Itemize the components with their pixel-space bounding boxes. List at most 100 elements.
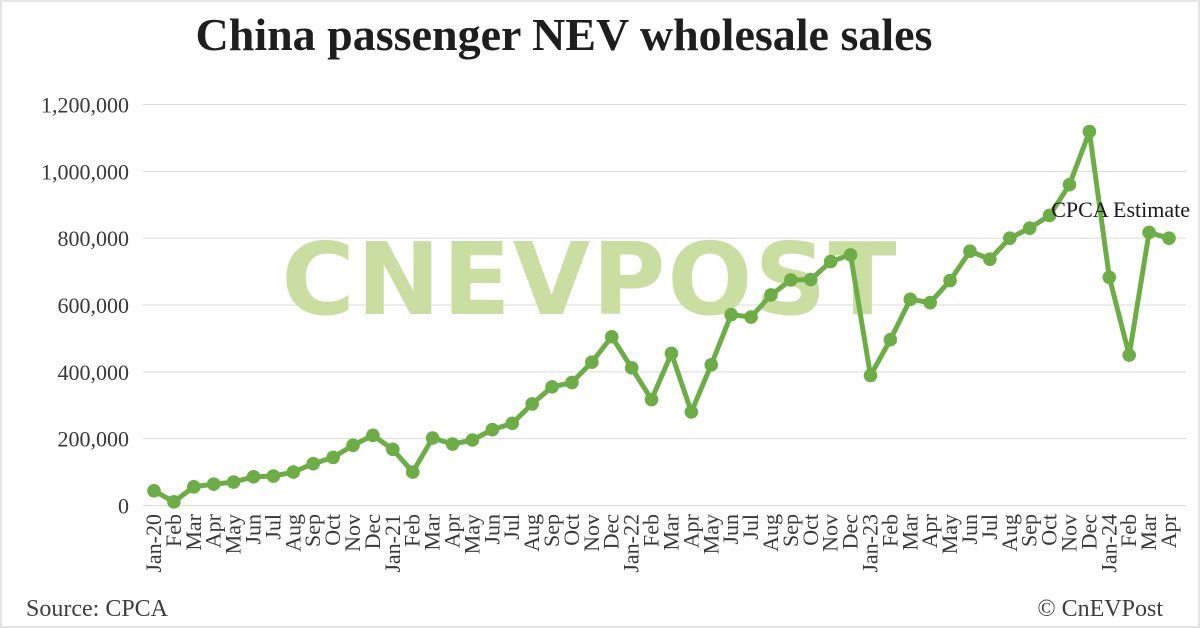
x-tick-label: Apr [1156,513,1181,548]
x-tick-label: Feb [161,514,186,547]
data-point-marker [585,355,599,369]
x-tick-label: Feb [400,514,425,547]
x-tick-label: Jan-23 [857,514,882,573]
x-tick-label: Mar [181,513,206,550]
x-tick-label: Apr [201,513,226,548]
data-point-marker [286,465,301,479]
x-tick-label: Oct [798,514,823,546]
data-point-marker [505,416,520,431]
x-tick-label: Oct [1037,514,1062,546]
x-tick-label: Dec [838,514,863,550]
data-point-marker [624,361,639,375]
x-tick-label: May [937,514,962,554]
cpca-estimate-annotation: CPCA Estimate [1051,197,1190,222]
x-tick-label: Jan-21 [380,514,405,573]
data-point-marker [206,477,221,491]
x-tick-label: Feb [1116,514,1141,547]
x-tick-label: Jan-22 [619,514,644,573]
x-tick-label: Dec [1076,514,1101,550]
x-tick-label: Apr [678,513,703,548]
y-tick-label: 600,000 [58,293,130,318]
data-point-marker [465,433,480,447]
x-tick-label: Jul [499,514,524,540]
data-point-marker [1162,231,1176,245]
data-point-marker [1022,221,1037,235]
copyright-label: © CnEVPost [1037,596,1163,622]
chart-title: China passenger NEV wholesale sales [195,9,933,60]
data-point-marker [1142,225,1156,240]
y-tick-label: 400,000 [58,360,130,385]
x-tick-label: Nov [579,514,604,552]
x-tick-label: May [698,514,723,554]
data-point-marker [903,292,918,307]
data-point-marker [923,295,937,310]
x-tick-label: Jun [241,514,266,545]
data-point-marker [1062,177,1077,192]
data-point-marker [724,307,738,322]
data-point-marker [266,469,281,483]
y-tick-label: 800,000 [58,226,130,251]
data-point-marker [226,475,241,489]
data-point-marker [1042,208,1057,223]
x-tick-label: Sep [1017,514,1042,547]
data-point-marker [664,346,679,361]
x-tick-label: Aug [758,514,783,552]
data-point-marker [983,252,997,267]
data-point-marker [167,495,181,509]
x-tick-label: Mar [897,513,922,550]
x-tick-label: Sep [300,514,325,547]
data-point-marker [147,483,161,498]
data-point-marker [445,437,460,451]
x-tick-label: Mar [1136,513,1161,550]
x-tick-label: Feb [877,514,902,547]
data-point-marker [943,273,957,288]
x-tick-label: Nov [1056,514,1081,552]
data-point-marker [386,442,400,457]
x-tick-label: Jul [977,514,1002,540]
data-point-marker [525,397,539,411]
x-tick-label: Mar [658,513,683,550]
x-tick-label: Nov [818,514,843,552]
x-tick-label: Nov [340,514,365,552]
data-point-marker [1122,348,1136,362]
data-point-marker [545,380,559,394]
x-tick-label: May [221,514,246,554]
x-axis-labels: Jan-20FebMarAprMayJunJulAugSepOctNovDecJ… [141,513,1181,572]
data-point-marker [843,248,858,262]
data-point-marker [1082,124,1097,139]
y-tick-label: 1,200,000 [41,93,129,118]
x-tick-label: Aug [280,514,305,552]
x-tick-label: Oct [559,514,584,546]
x-tick-label: Apr [917,513,942,548]
y-tick-label: 200,000 [58,427,130,452]
data-point-marker [1102,270,1117,285]
data-point-marker [246,469,261,484]
data-point-marker [405,465,420,479]
x-tick-label: Aug [997,514,1022,552]
data-point-marker [485,422,500,437]
data-point-marker [346,438,360,453]
data-point-marker [187,479,201,494]
data-point-marker [704,358,719,372]
x-tick-label: Oct [320,514,345,546]
x-tick-label: Apr [440,513,465,548]
x-tick-label: Jul [260,514,285,540]
x-tick-label: Jun [957,514,982,545]
x-tick-label: Dec [599,514,624,550]
x-tick-label: Mar [420,513,445,550]
x-tick-label: Jun [718,514,743,545]
data-point-marker [425,431,440,445]
sales-trend-line [151,129,1172,505]
x-tick-label: Sep [539,514,564,547]
source-label: Source: CPCA [26,596,169,622]
data-point-marker [644,392,659,407]
data-point-marker [744,310,758,324]
x-tick-label: Dec [360,514,385,550]
x-tick-label: Jan-20 [141,514,166,573]
x-tick-label: Jun [479,514,504,545]
y-axis-labels: 0 200,000 400,000 600,000 800,000 1,000,000 1,… [41,93,129,519]
data-point-marker [863,368,878,383]
y-tick-label: 0 [118,494,129,519]
